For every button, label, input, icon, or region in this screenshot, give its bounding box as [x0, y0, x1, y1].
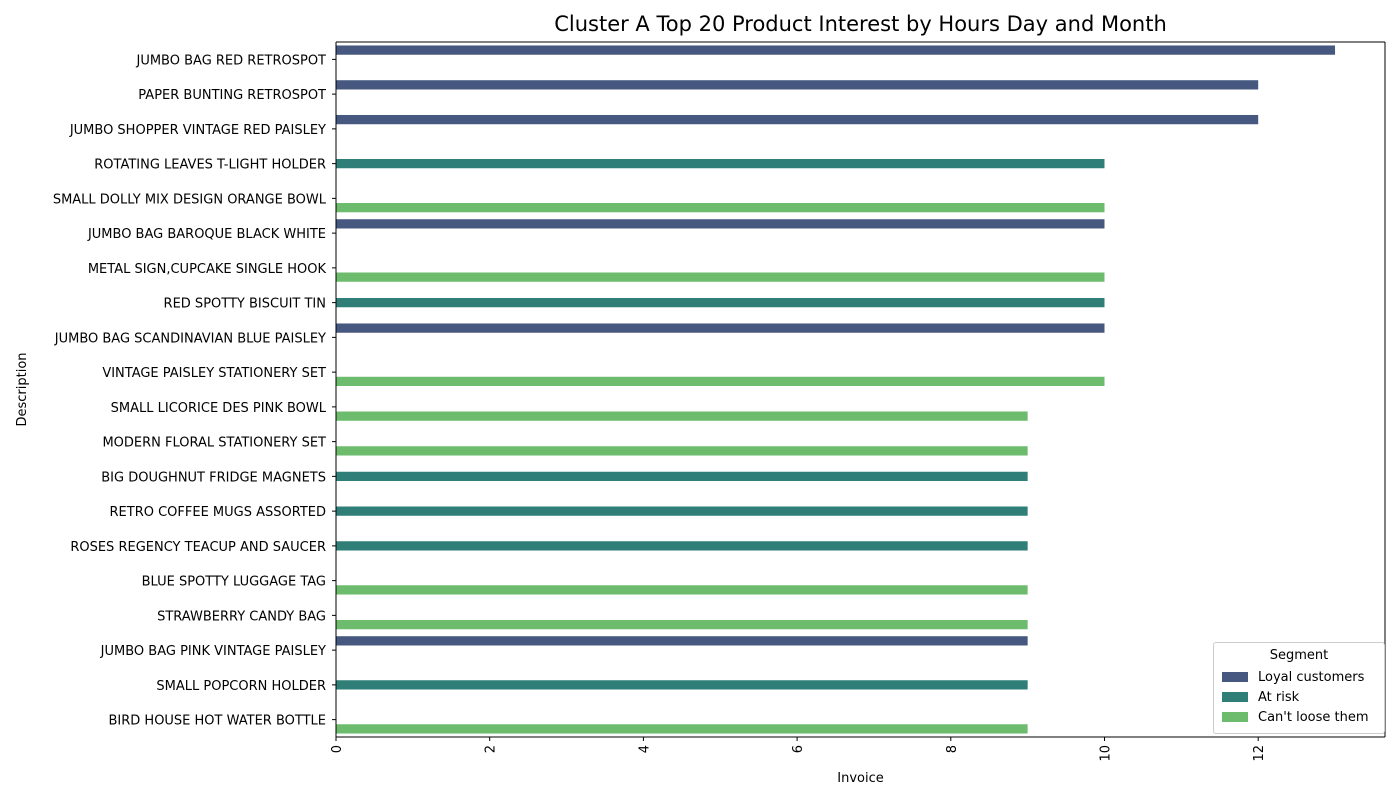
legend-item-at-risk: At risk	[1222, 687, 1376, 707]
x-tick-label: 12	[1252, 745, 1267, 762]
bar-jumbo-bag-red-retrospot	[336, 45, 1336, 55]
bar-small-dolly-mix-design-orange-bowl	[336, 203, 1105, 213]
y-axis-ticks: JUMBO BAG RED RETROSPOT PAPER BUNTING RET…	[53, 53, 336, 729]
y-tick-label: JUMBO SHOPPER VINTAGE RED PAISLEY	[69, 123, 326, 138]
y-tick-label: SMALL LICORICE DES PINK BOWL	[111, 401, 327, 416]
bar-group	[336, 45, 1336, 734]
bar-rotating-leaves-t-light-holder	[336, 158, 1105, 169]
bar-small-popcorn-holder	[336, 680, 1028, 690]
legend-swatch	[1222, 672, 1248, 682]
y-tick-label: MODERN FLORAL STATIONERY SET	[102, 436, 326, 451]
bar-jumbo-bag-pink-vintage-paisley	[336, 636, 1028, 646]
x-tick-label: 6	[791, 745, 806, 753]
y-tick-label: BIRD HOUSE HOT WATER BOTTLE	[108, 714, 326, 729]
y-tick-label: BLUE SPOTTY LUGGAGE TAG	[142, 575, 326, 590]
chart-title: Cluster A Top 20 Product Interest by Hou…	[554, 12, 1167, 36]
legend-item-loyal-customers: Loyal customers	[1222, 667, 1376, 687]
bar-red-spotty-biscuit-tin	[336, 297, 1105, 308]
bar-jumbo-shopper-vintage-red-paisley	[336, 114, 1259, 125]
legend: Segment Loyal customers At risk Can't lo…	[1213, 642, 1385, 734]
bar-vintage-paisley-stationery-set	[336, 376, 1105, 387]
y-tick-label: RED SPOTTY BISCUIT TIN	[164, 297, 326, 312]
x-tick-label: 4	[637, 745, 652, 753]
legend-title: Segment	[1269, 648, 1329, 663]
y-axis-label: Description	[15, 352, 30, 426]
y-tick-label: BIG DOUGHNUT FRIDGE MAGNETS	[101, 470, 326, 485]
y-tick-label: JUMBO BAG SCANDINAVIAN BLUE PAISLEY	[54, 331, 326, 346]
bar-blue-spotty-luggage-tag	[336, 585, 1028, 595]
bar-jumbo-bag-scandinavian-blue-paisley	[336, 323, 1105, 333]
legend-label: Can't loose them	[1258, 709, 1369, 725]
y-tick-label: SMALL POPCORN HOLDER	[156, 679, 326, 694]
y-tick-label: ROTATING LEAVES T-LIGHT HOLDER	[94, 158, 326, 173]
x-tick-label: 2	[484, 745, 499, 753]
legend-swatch	[1222, 712, 1248, 722]
x-tick-label: 8	[945, 745, 960, 753]
bar-strawberry-candy-bag	[336, 620, 1028, 630]
x-tick-label: 10	[1098, 745, 1113, 762]
legend-item-cant-loose-them: Can't loose them	[1222, 707, 1376, 727]
y-tick-label: JUMBO BAG BAROQUE BLACK WHITE	[87, 227, 326, 242]
y-tick-label: JUMBO BAG RED RETROSPOT	[135, 53, 326, 68]
bar-bird-house-hot-water-bottle	[336, 724, 1028, 734]
bar-roses-regency-teacup-and-saucer	[336, 541, 1028, 551]
bar-retro-coffee-mugs-assorted	[336, 506, 1028, 516]
y-tick-label: VINTAGE PAISLEY STATIONERY SET	[102, 366, 326, 381]
bar-modern-floral-stationery-set	[336, 446, 1028, 456]
legend-label: Loyal customers	[1258, 669, 1365, 685]
x-axis-ticks: 0 2 4 6 8 10 12	[330, 737, 1267, 762]
y-tick-label: STRAWBERRY CANDY BAG	[157, 609, 326, 624]
bar-small-licorice-des-pink-bowl	[336, 411, 1028, 421]
bar-jumbo-bag-baroque-black-white	[336, 219, 1105, 229]
legend-label: At risk	[1258, 689, 1300, 705]
y-tick-label: SMALL DOLLY MIX DESIGN ORANGE BOWL	[53, 192, 327, 207]
bar-paper-bunting-retrospot	[336, 80, 1259, 90]
x-axis-label: Invoice	[837, 771, 883, 786]
y-tick-label: RETRO COFFEE MUGS ASSORTED	[110, 505, 326, 520]
bar-metal-sign-cupcake-single-hook	[336, 272, 1105, 282]
x-tick-label: 0	[330, 745, 345, 753]
legend-swatch	[1222, 692, 1248, 702]
y-tick-label: METAL SIGN,CUPCAKE SINGLE HOOK	[88, 262, 327, 277]
y-tick-label: ROSES REGENCY TEACUP AND SAUCER	[70, 540, 326, 555]
bar-big-doughnut-fridge-magnets	[336, 471, 1028, 482]
y-tick-label: PAPER BUNTING RETROSPOT	[138, 88, 326, 103]
y-tick-label: JUMBO BAG PINK VINTAGE PAISLEY	[100, 644, 326, 659]
